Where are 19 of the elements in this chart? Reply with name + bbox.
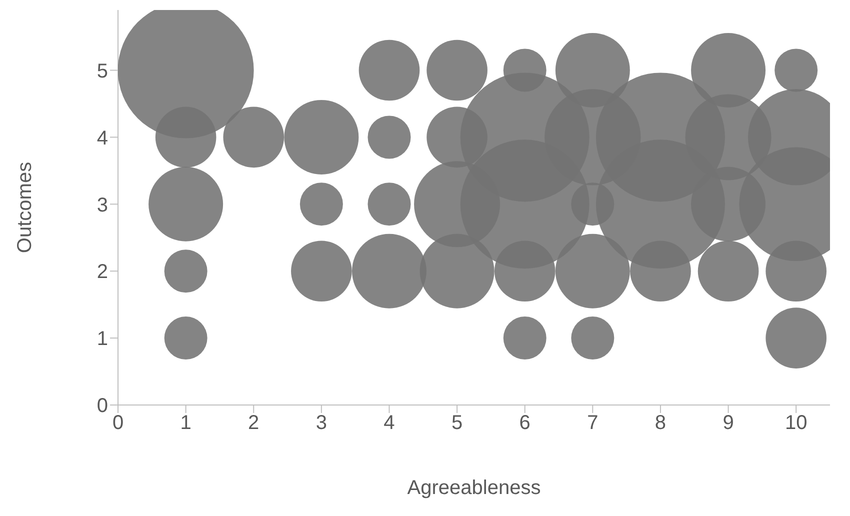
x-tick-label: 2 (248, 412, 260, 434)
x-tick-label: 4 (384, 412, 395, 434)
x-tick-label: 7 (587, 412, 598, 434)
x-tick-label: 10 (784, 412, 808, 434)
x-tick-label: 0 (112, 412, 124, 434)
x-tick-label: 1 (180, 412, 192, 434)
x-tick-label: 3 (316, 412, 327, 434)
y-tick-label: 4 (96, 127, 108, 150)
y-axis-title: Outcomes (14, 162, 36, 254)
y-tick-label: 3 (96, 194, 108, 216)
x-tick-label: 9 (722, 412, 734, 434)
y-tick-label: 2 (96, 261, 108, 284)
y-tick-label: 0 (96, 395, 108, 418)
y-tick-label: 5 (96, 60, 108, 82)
x-axis-title: Agreeableness (407, 477, 541, 499)
y-tick-label: 1 (96, 328, 108, 350)
x-tick-label: 6 (519, 412, 530, 434)
x-tick-label: 8 (654, 412, 666, 434)
x-tick-label: 5 (451, 412, 463, 434)
